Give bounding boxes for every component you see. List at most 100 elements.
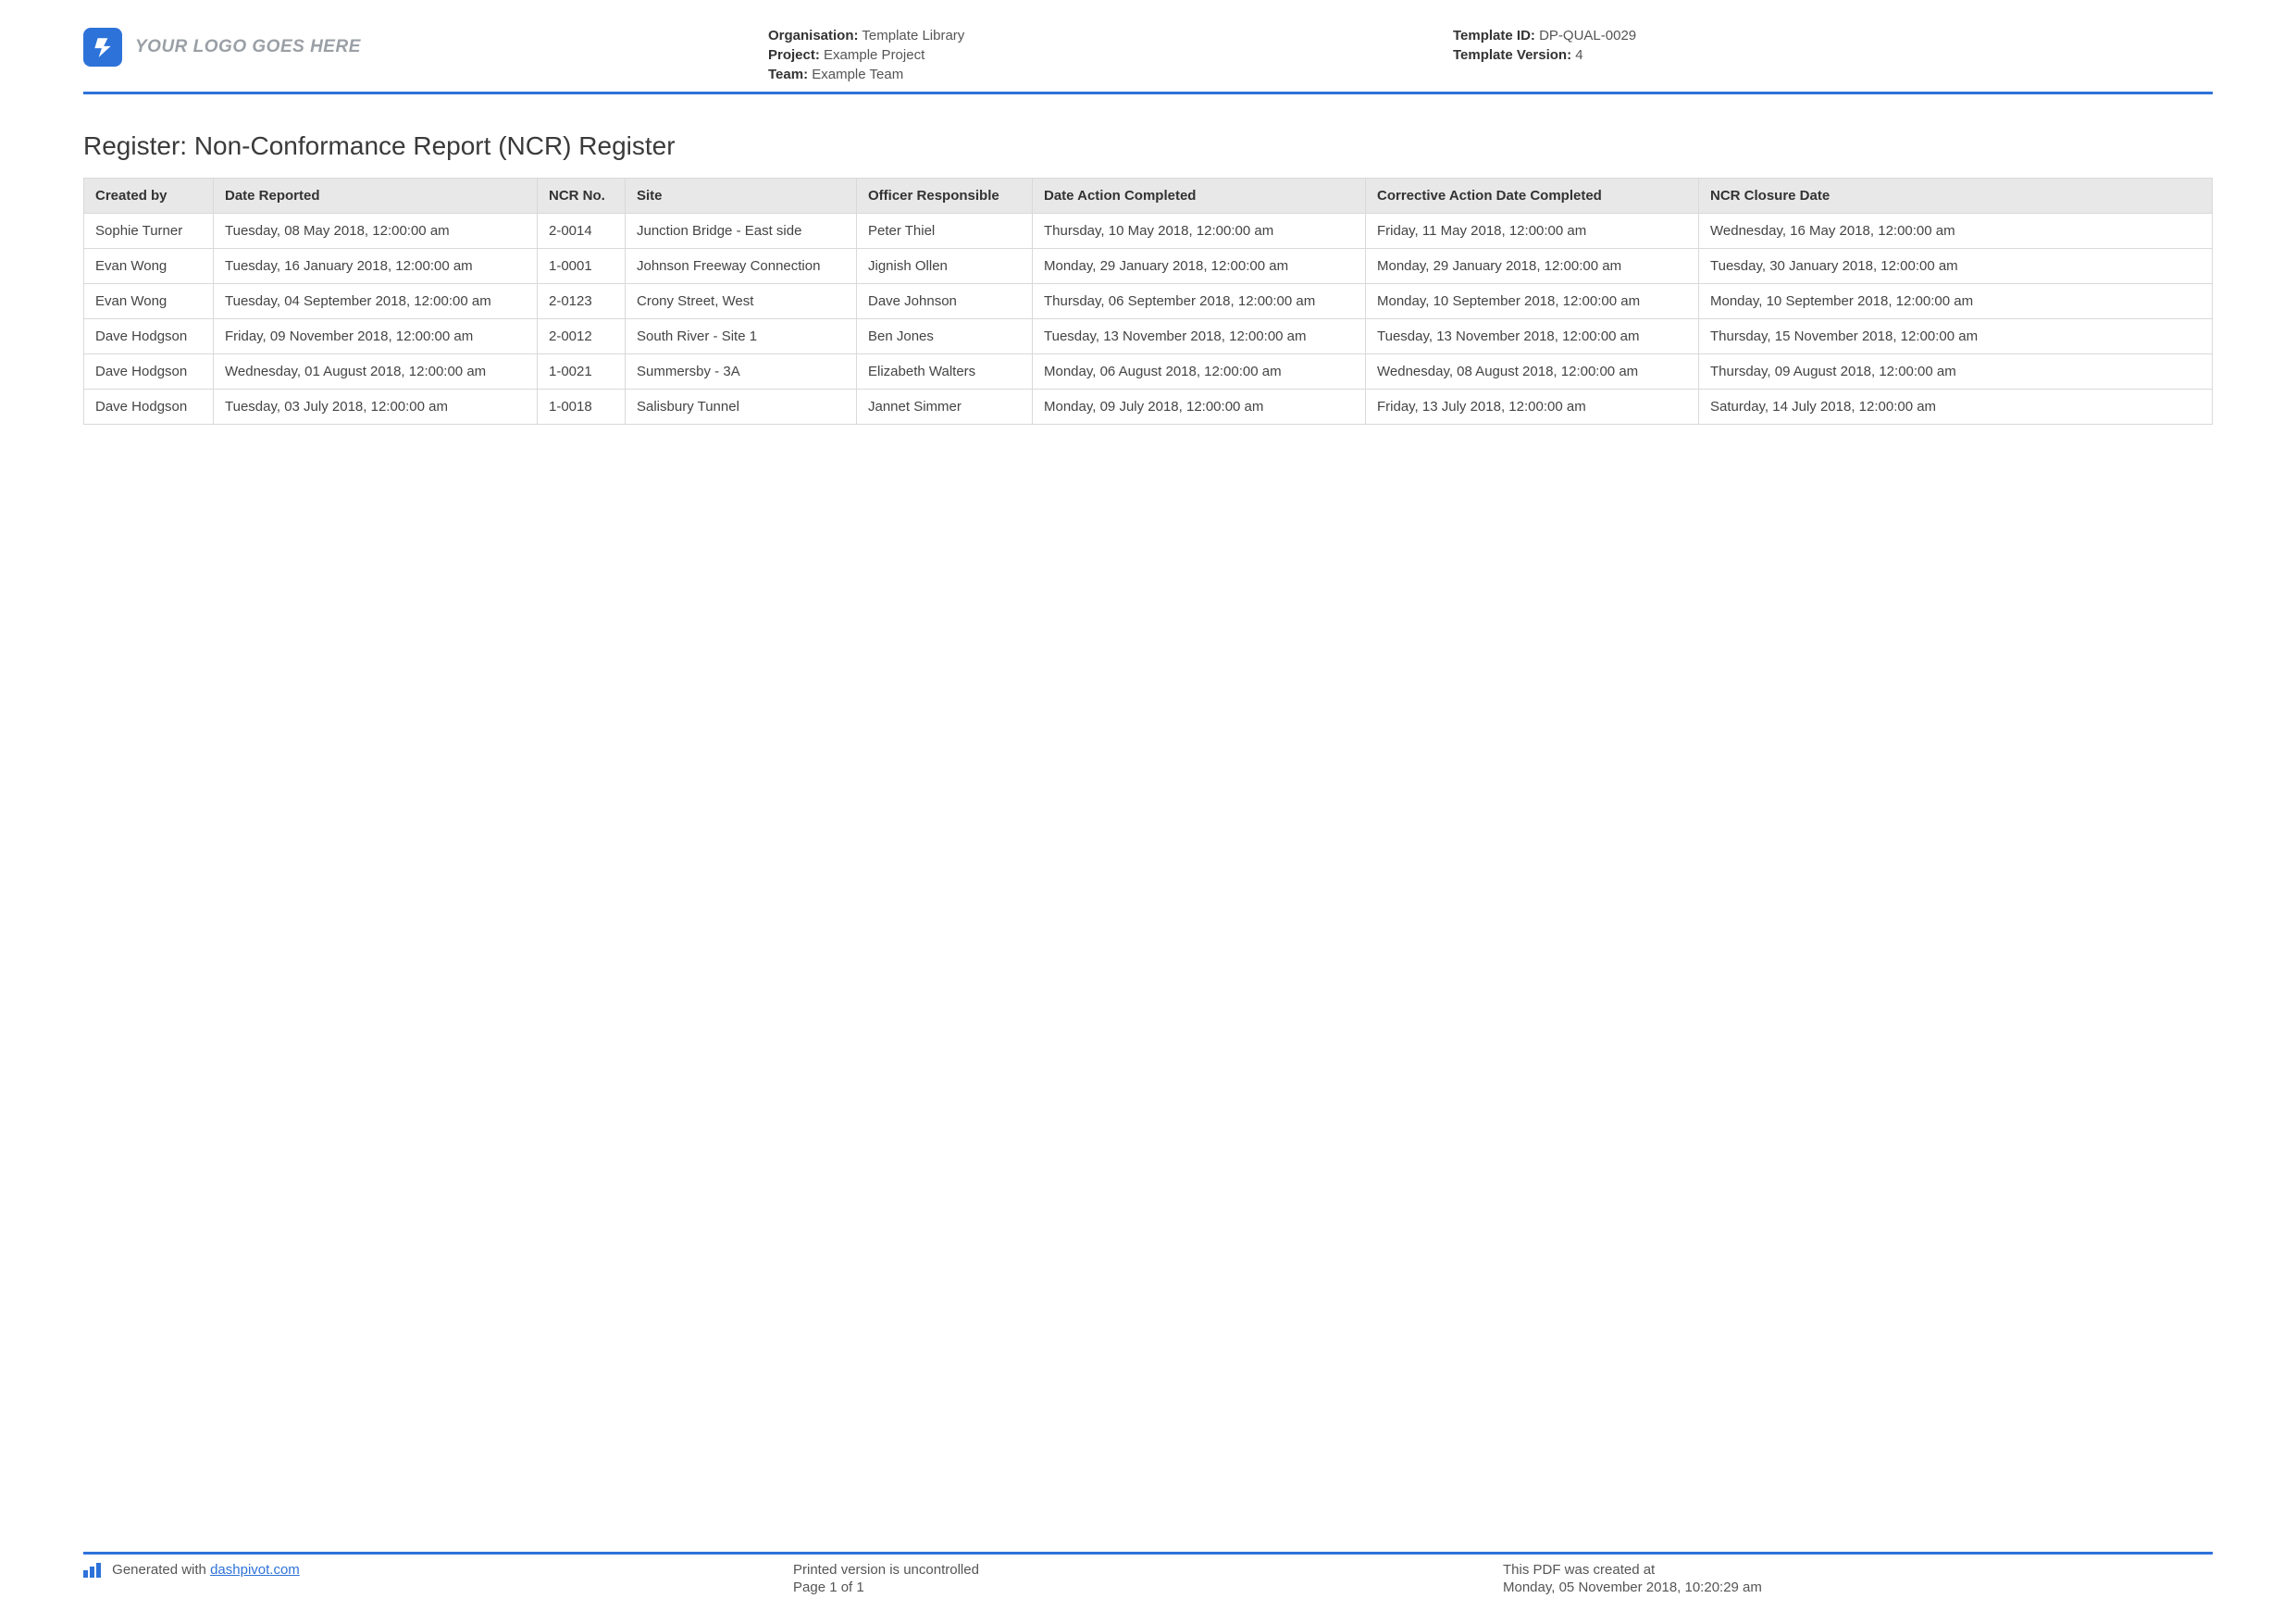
- table-cell: Dave Hodgson: [84, 354, 214, 390]
- table-cell: Jignish Ollen: [857, 249, 1033, 284]
- col-site: Site: [626, 179, 857, 214]
- footer-generated-prefix: Generated with: [112, 1562, 210, 1578]
- table-cell: Sophie Turner: [84, 214, 214, 249]
- table-cell: 1-0021: [538, 354, 626, 390]
- table-cell: 2-0012: [538, 319, 626, 354]
- footer-center: Printed version is uncontrolled Page 1 o…: [793, 1562, 1503, 1595]
- table-cell: Thursday, 06 September 2018, 12:00:00 am: [1033, 284, 1366, 319]
- table-cell: Wednesday, 01 August 2018, 12:00:00 am: [214, 354, 538, 390]
- footer-left: Generated with dashpivot.com: [83, 1562, 793, 1595]
- table-cell: 1-0018: [538, 390, 626, 425]
- table-cell: 2-0014: [538, 214, 626, 249]
- table-row: Evan WongTuesday, 04 September 2018, 12:…: [84, 284, 2213, 319]
- ncr-register-table: Created by Date Reported NCR No. Site Of…: [83, 178, 2213, 425]
- page-title: Register: Non-Conformance Report (NCR) R…: [83, 131, 2213, 161]
- meta-project: Project: Example Project: [768, 47, 1453, 63]
- col-created-by: Created by: [84, 179, 214, 214]
- table-cell: Tuesday, 16 January 2018, 12:00:00 am: [214, 249, 538, 284]
- table-cell: Monday, 06 August 2018, 12:00:00 am: [1033, 354, 1366, 390]
- meta-organisation: Organisation: Template Library: [768, 28, 1453, 43]
- footer-link[interactable]: dashpivot.com: [210, 1562, 300, 1578]
- footer-created-value: Monday, 05 November 2018, 10:20:29 am: [1503, 1580, 2213, 1595]
- table-cell: Dave Johnson: [857, 284, 1033, 319]
- table-cell: Monday, 09 July 2018, 12:00:00 am: [1033, 390, 1366, 425]
- table-row: Dave HodgsonTuesday, 03 July 2018, 12:00…: [84, 390, 2213, 425]
- meta-value: Example Team: [812, 67, 903, 82]
- table-cell: Evan Wong: [84, 284, 214, 319]
- table-cell: Monday, 10 September 2018, 12:00:00 am: [1699, 284, 2213, 319]
- table-cell: Elizabeth Walters: [857, 354, 1033, 390]
- footer-created-label: This PDF was created at: [1503, 1562, 2213, 1578]
- table-cell: Dave Hodgson: [84, 390, 214, 425]
- table-cell: Evan Wong: [84, 249, 214, 284]
- table-cell: Salisbury Tunnel: [626, 390, 857, 425]
- logo-placeholder-text: YOUR LOGO GOES HERE: [135, 37, 361, 57]
- col-closure-date: NCR Closure Date: [1699, 179, 2213, 214]
- table-cell: Junction Bridge - East side: [626, 214, 857, 249]
- table-cell: Friday, 11 May 2018, 12:00:00 am: [1366, 214, 1699, 249]
- table-cell: Friday, 13 July 2018, 12:00:00 am: [1366, 390, 1699, 425]
- table-cell: Thursday, 09 August 2018, 12:00:00 am: [1699, 354, 2213, 390]
- table-cell: Dave Hodgson: [84, 319, 214, 354]
- table-cell: Friday, 09 November 2018, 12:00:00 am: [214, 319, 538, 354]
- table-row: Dave HodgsonWednesday, 01 August 2018, 1…: [84, 354, 2213, 390]
- table-cell: 2-0123: [538, 284, 626, 319]
- table-cell: Monday, 10 September 2018, 12:00:00 am: [1366, 284, 1699, 319]
- table-cell: Crony Street, West: [626, 284, 857, 319]
- table-cell: Saturday, 14 July 2018, 12:00:00 am: [1699, 390, 2213, 425]
- table-row: Evan WongTuesday, 16 January 2018, 12:00…: [84, 249, 2213, 284]
- col-officer: Officer Responsible: [857, 179, 1033, 214]
- logo-icon: [83, 28, 122, 67]
- table-cell: Peter Thiel: [857, 214, 1033, 249]
- page-container: YOUR LOGO GOES HERE Organisation: Templa…: [0, 0, 2296, 1623]
- footer-right: This PDF was created at Monday, 05 Novem…: [1503, 1562, 2213, 1595]
- table-cell: Johnson Freeway Connection: [626, 249, 857, 284]
- col-corrective-date: Corrective Action Date Completed: [1366, 179, 1699, 214]
- meta-label: Project:: [768, 47, 820, 63]
- table-cell: Jannet Simmer: [857, 390, 1033, 425]
- table-header: Created by Date Reported NCR No. Site Of…: [84, 179, 2213, 214]
- document-footer: Generated with dashpivot.com Printed ver…: [83, 1552, 2213, 1595]
- table-cell: Wednesday, 16 May 2018, 12:00:00 am: [1699, 214, 2213, 249]
- table-cell: Ben Jones: [857, 319, 1033, 354]
- footer-page: Page 1 of 1: [793, 1580, 1503, 1595]
- table-cell: Summersby - 3A: [626, 354, 857, 390]
- meta-value: DP-QUAL-0029: [1539, 28, 1636, 43]
- footer-generated: Generated with dashpivot.com: [83, 1562, 793, 1578]
- table-cell: Tuesday, 04 September 2018, 12:00:00 am: [214, 284, 538, 319]
- meta-template-id: Template ID: DP-QUAL-0029: [1453, 28, 2213, 43]
- table-cell: Wednesday, 08 August 2018, 12:00:00 am: [1366, 354, 1699, 390]
- meta-label: Team:: [768, 67, 808, 82]
- meta-team: Team: Example Team: [768, 67, 1453, 82]
- footer-uncontrolled: Printed version is uncontrolled: [793, 1562, 1503, 1578]
- bar-chart-icon: [83, 1563, 101, 1578]
- meta-value: Example Project: [824, 47, 925, 63]
- meta-template-version: Template Version: 4: [1453, 47, 2213, 63]
- table-cell: Tuesday, 08 May 2018, 12:00:00 am: [214, 214, 538, 249]
- table-cell: Tuesday, 30 January 2018, 12:00:00 am: [1699, 249, 2213, 284]
- table-cell: Tuesday, 03 July 2018, 12:00:00 am: [214, 390, 538, 425]
- col-date-reported: Date Reported: [214, 179, 538, 214]
- col-ncr-no: NCR No.: [538, 179, 626, 214]
- table-cell: South River - Site 1: [626, 319, 857, 354]
- table-body: Sophie TurnerTuesday, 08 May 2018, 12:00…: [84, 214, 2213, 425]
- table-cell: Monday, 29 January 2018, 12:00:00 am: [1033, 249, 1366, 284]
- header-meta-right: Template ID: DP-QUAL-0029 Template Versi…: [1453, 28, 2213, 63]
- table-cell: Tuesday, 13 November 2018, 12:00:00 am: [1033, 319, 1366, 354]
- table-cell: Tuesday, 13 November 2018, 12:00:00 am: [1366, 319, 1699, 354]
- meta-value: Template Library: [862, 28, 964, 43]
- meta-value: 4: [1575, 47, 1582, 63]
- table-cell: 1-0001: [538, 249, 626, 284]
- table-cell: Thursday, 10 May 2018, 12:00:00 am: [1033, 214, 1366, 249]
- meta-label: Organisation:: [768, 28, 859, 43]
- document-header: YOUR LOGO GOES HERE Organisation: Templa…: [83, 28, 2213, 94]
- header-meta-left: Organisation: Template Library Project: …: [768, 28, 1453, 82]
- table-row: Sophie TurnerTuesday, 08 May 2018, 12:00…: [84, 214, 2213, 249]
- table-cell: Monday, 29 January 2018, 12:00:00 am: [1366, 249, 1699, 284]
- col-date-action: Date Action Completed: [1033, 179, 1366, 214]
- table-cell: Thursday, 15 November 2018, 12:00:00 am: [1699, 319, 2213, 354]
- logo-block: YOUR LOGO GOES HERE: [83, 28, 768, 67]
- meta-label: Template Version:: [1453, 47, 1571, 63]
- table-header-row: Created by Date Reported NCR No. Site Of…: [84, 179, 2213, 214]
- table-row: Dave HodgsonFriday, 09 November 2018, 12…: [84, 319, 2213, 354]
